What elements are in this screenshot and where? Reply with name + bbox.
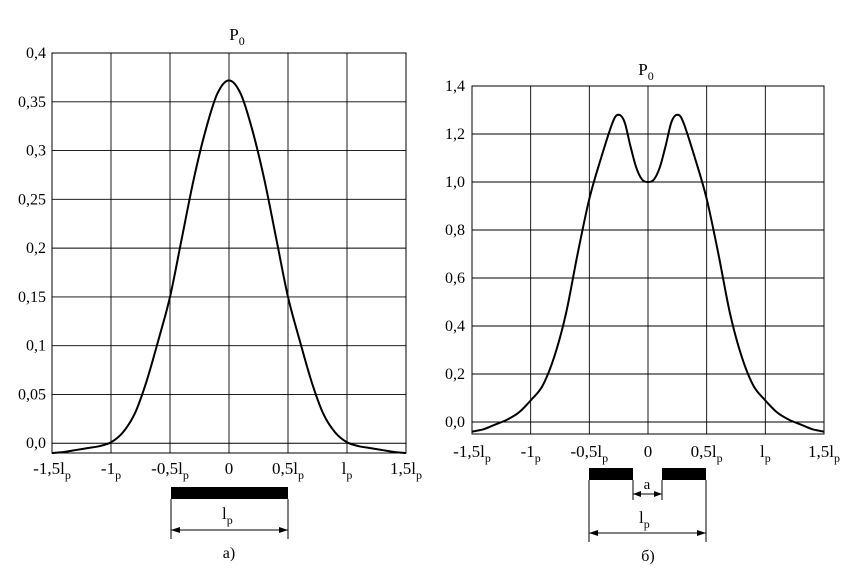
chart-b-dimension-arrow-right	[697, 530, 706, 536]
chart-a-plot-frame	[51, 52, 407, 454]
chart-b-y-tick-label: 1,2	[445, 126, 465, 143]
chart-b-x-tick-label: 0	[644, 442, 653, 461]
chart-panel-a: P0 0,0 0,05 0,1 0,15 0,2 0,25 0,3 0,35 0,4 -1,5l…	[18, 25, 422, 562]
chart-a-x-tick-label: 1,5lp	[390, 459, 422, 482]
chart-b-dimension-arrow-left	[589, 530, 598, 536]
chart-a-dimension-arrow-right	[279, 527, 288, 533]
chart-a-y-tick-label: 0,25	[18, 191, 46, 208]
chart-b-y-tick-label: 0,4	[445, 318, 465, 335]
chart-a-x-tick-label: -0,5lp	[151, 459, 189, 482]
chart-b-y-tick-labels: 0,0 0,2 0,4 0,6 0,8 1,0 1,2 1,4	[445, 78, 465, 431]
chart-a-y-tick-label: 0,3	[26, 143, 46, 160]
chart-a-y-tick-labels: 0,0 0,05 0,1 0,15 0,2 0,25 0,3 0,35 0,4	[18, 45, 46, 452]
chart-b-x-tick-labels: -1,5lp -1p -0,5lp 0 0,5lp lp 1,5lp	[453, 442, 840, 465]
chart-b-gap-arrow-left	[633, 491, 641, 497]
chart-b-grid	[471, 85, 825, 434]
chart-a-x-tick-label: -1p	[101, 459, 121, 482]
chart-a-y-tick-label: 0,35	[18, 94, 46, 111]
chart-b-y-tick-label: 0,8	[445, 222, 465, 239]
chart-a-title: P0	[229, 25, 244, 48]
chart-a-grid	[51, 52, 407, 453]
chart-a-y-tick-label: 0,15	[18, 289, 46, 306]
chart-b-x-tick-label: 0,5lp	[691, 442, 723, 465]
chart-b-y-tick-label: 0,0	[445, 414, 465, 431]
chart-a-y-tick-label: 0,2	[26, 240, 46, 257]
chart-a-dimension-label: lp	[222, 504, 233, 527]
chart-a-x-tick-label: -1,5lp	[33, 459, 71, 482]
chart-a-y-tick-label: 0,05	[18, 386, 46, 403]
chart-a-x-tick-label: 0	[225, 459, 234, 478]
chart-b-strip-bar-right	[662, 468, 706, 480]
chart-a-y-tick-label: 0,0	[26, 435, 46, 452]
chart-a-x-tick-labels: -1,5lp -1p -0,5lp 0 0,5lp lp 1,5lp	[33, 459, 422, 482]
chart-b-y-tick-label: 1,0	[445, 174, 465, 191]
chart-b-y-tick-label: 0,2	[445, 366, 465, 383]
chart-a-series-line	[51, 79, 407, 454]
chart-panel-b: P0 0,0 0,2 0,4 0,6 0,8 1,0 1,2 1,4 -1,5lp -1p -0,…	[445, 60, 840, 565]
chart-b-x-tick-label: -0,5lp	[571, 442, 609, 465]
chart-a-strip-bar	[171, 487, 288, 499]
chart-b-plot-frame	[471, 85, 825, 435]
chart-a-dimension-arrow-left	[171, 527, 180, 533]
chart-b-title: P0	[638, 60, 653, 83]
chart-a-x-tick-label: 0,5lp	[272, 459, 304, 482]
chart-a-y-tick-label: 0,1	[26, 338, 46, 355]
chart-b-y-tick-label: 1,4	[445, 78, 465, 95]
chart-a-panel-label: а)	[223, 545, 235, 562]
chart-b-x-tick-label: 1,5lp	[808, 442, 840, 465]
chart-b-series-line	[471, 113, 825, 433]
chart-b-dimension-label: lp	[639, 508, 650, 531]
chart-b-x-tick-label: -1p	[521, 442, 541, 465]
chart-a-y-tick-label: 0,4	[26, 45, 46, 62]
chart-b-x-tick-label: lp	[760, 442, 771, 465]
chart-b-strip-bar-left	[589, 468, 633, 480]
chart-b-gap-arrow-right	[654, 491, 662, 497]
chart-a-x-tick-label: lp	[342, 459, 353, 482]
chart-b-x-tick-label: -1,5lp	[453, 442, 491, 465]
chart-b-y-tick-label: 0,6	[445, 270, 465, 287]
chart-b-panel-label: б)	[641, 548, 654, 565]
chart-b-gap-label: a	[644, 477, 651, 493]
